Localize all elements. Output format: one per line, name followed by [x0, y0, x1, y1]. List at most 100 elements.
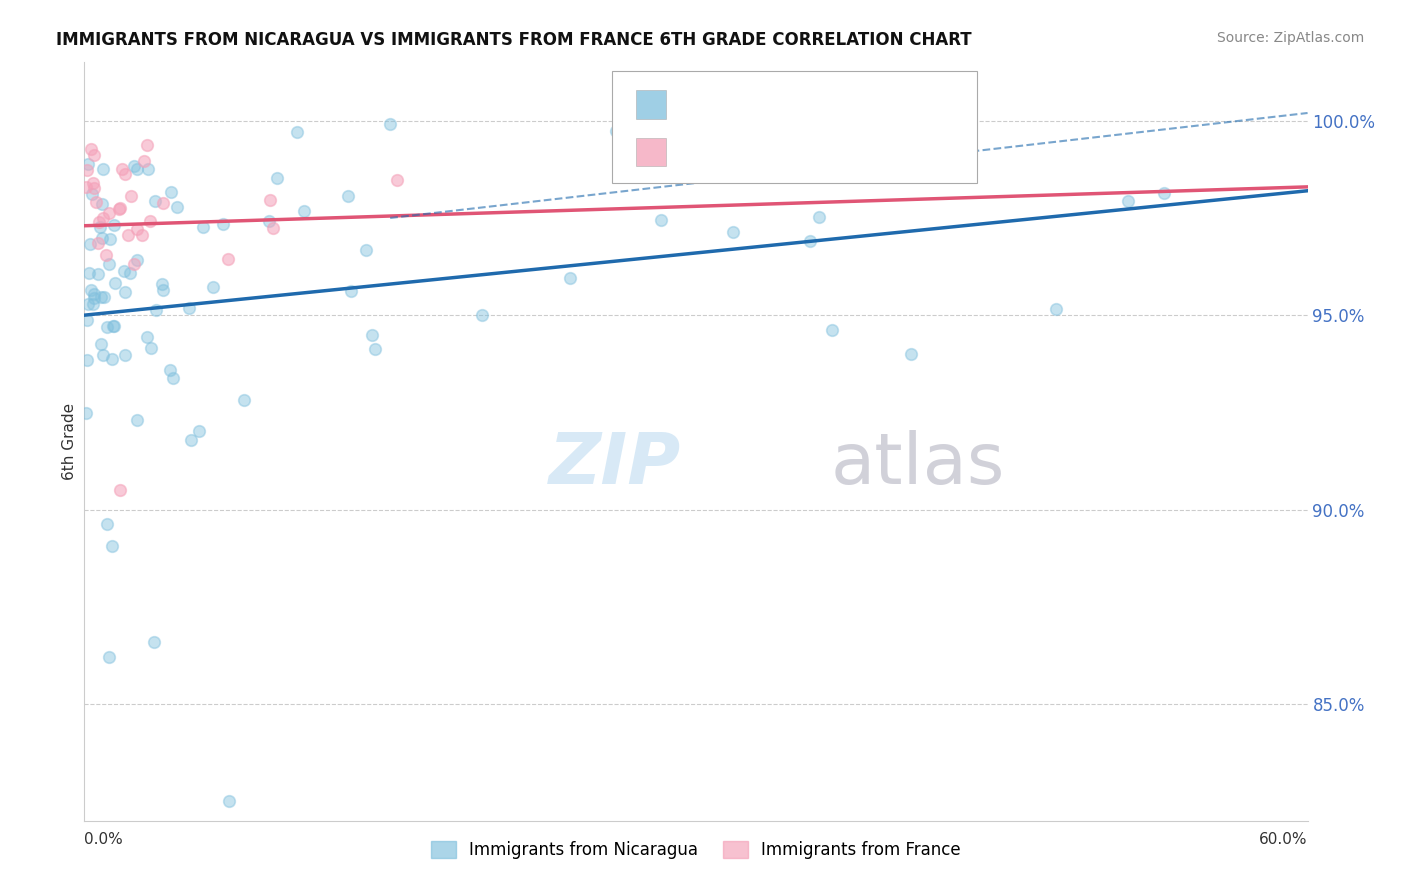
- Point: [152, 196, 174, 211]
- Point: [93, 348, 115, 362]
- Point: [337, 188, 360, 202]
- Point: [471, 308, 494, 322]
- Text: atlas: atlas: [831, 430, 1005, 499]
- Point: [114, 285, 136, 299]
- Text: R = 0.276   N = 30: R = 0.276 N = 30: [681, 143, 851, 161]
- Point: [180, 434, 202, 448]
- Point: [118, 266, 141, 280]
- Point: [1116, 194, 1139, 209]
- Point: [89, 220, 111, 235]
- Point: [292, 204, 315, 219]
- Point: [77, 266, 100, 280]
- Point: [259, 193, 281, 207]
- Point: [79, 236, 101, 251]
- Point: [217, 252, 239, 266]
- Point: [108, 202, 131, 216]
- Point: [80, 142, 103, 156]
- Point: [340, 284, 363, 298]
- Point: [1153, 186, 1175, 200]
- Point: [361, 327, 384, 342]
- Point: [385, 173, 408, 187]
- Point: [93, 290, 115, 304]
- Point: [100, 232, 122, 246]
- Point: [650, 212, 672, 227]
- Point: [90, 336, 112, 351]
- Text: 60.0%: 60.0%: [1260, 832, 1308, 847]
- Point: [112, 264, 135, 278]
- Point: [80, 283, 103, 297]
- Point: [131, 228, 153, 243]
- Point: [285, 125, 308, 139]
- Point: [177, 301, 200, 315]
- Point: [721, 225, 744, 239]
- Point: [110, 201, 132, 215]
- Point: [76, 313, 98, 327]
- Point: [76, 157, 98, 171]
- Point: [83, 291, 105, 305]
- Point: [120, 189, 142, 203]
- Point: [91, 197, 114, 211]
- Point: [143, 194, 166, 208]
- Point: [80, 187, 103, 202]
- Point: [93, 211, 115, 225]
- Point: [257, 213, 280, 227]
- Point: [83, 148, 105, 162]
- Point: [83, 286, 105, 301]
- Point: [114, 348, 136, 362]
- Point: [152, 283, 174, 297]
- Point: [354, 243, 377, 257]
- Point: [76, 162, 98, 177]
- Point: [76, 352, 98, 367]
- Point: [127, 253, 149, 268]
- Point: [808, 210, 831, 224]
- Point: [83, 180, 105, 194]
- Point: [166, 200, 188, 214]
- Point: [191, 219, 214, 234]
- Point: [162, 371, 184, 385]
- Point: [91, 231, 114, 245]
- Point: [96, 248, 118, 262]
- Point: [98, 206, 121, 220]
- Point: [75, 180, 97, 194]
- Point: [87, 235, 110, 250]
- Point: [117, 228, 139, 243]
- Text: Source: ZipAtlas.com: Source: ZipAtlas.com: [1216, 31, 1364, 45]
- Point: [159, 363, 181, 377]
- Point: [233, 392, 256, 407]
- Point: [560, 271, 582, 285]
- Point: [103, 218, 125, 232]
- Point: [90, 290, 112, 304]
- Text: IMMIGRANTS FROM NICARAGUA VS IMMIGRANTS FROM FRANCE 6TH GRADE CORRELATION CHART: IMMIGRANTS FROM NICARAGUA VS IMMIGRANTS …: [56, 31, 972, 49]
- Point: [212, 217, 235, 231]
- Point: [900, 347, 922, 361]
- Point: [143, 635, 166, 649]
- Point: [108, 483, 131, 497]
- Legend: Immigrants from Nicaragua, Immigrants from France: Immigrants from Nicaragua, Immigrants fr…: [425, 834, 967, 865]
- Point: [75, 406, 97, 420]
- Point: [363, 343, 385, 357]
- Point: [821, 323, 844, 337]
- Point: [605, 124, 627, 138]
- Point: [104, 277, 127, 291]
- Point: [159, 185, 181, 199]
- Point: [201, 279, 224, 293]
- Point: [101, 539, 124, 553]
- Point: [84, 194, 107, 209]
- Point: [266, 170, 288, 185]
- Point: [96, 516, 118, 531]
- Point: [125, 413, 148, 427]
- Point: [101, 319, 124, 334]
- Point: [87, 267, 110, 281]
- Point: [125, 161, 148, 176]
- Point: [145, 303, 167, 318]
- Point: [103, 319, 125, 334]
- Point: [218, 794, 240, 808]
- Point: [82, 176, 104, 190]
- Point: [125, 221, 148, 235]
- Point: [188, 424, 211, 438]
- Text: ZIP: ZIP: [550, 430, 682, 499]
- Point: [82, 297, 104, 311]
- Point: [378, 117, 401, 131]
- Point: [138, 161, 160, 176]
- Point: [91, 162, 114, 177]
